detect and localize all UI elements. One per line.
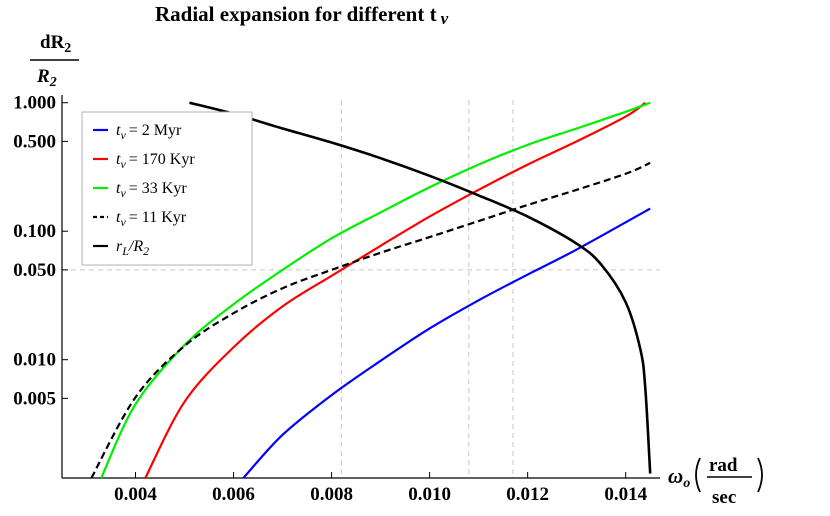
x-axis-label: ωo rad sec xyxy=(668,455,763,508)
y-axis-label: dR2 R2 xyxy=(30,32,79,90)
svg-text:ωo: ωo xyxy=(668,464,690,491)
reference-lines xyxy=(62,100,660,478)
y-tick-label: 1.000 xyxy=(13,93,56,114)
legend: tv = 2 Myr tv = 170 Kyr tv = 33 Kyr tv = 11 Kyr… xyxy=(81,111,253,266)
svg-text:rad: rad xyxy=(709,455,738,476)
series-line-2 xyxy=(100,101,651,479)
svg-text:sec: sec xyxy=(712,487,736,508)
y-tick-label: 0.050 xyxy=(13,260,56,281)
legend-label: tv = 11 Kyr xyxy=(116,209,187,229)
svg-text:R2: R2 xyxy=(36,66,57,90)
x-tick-label: 0.012 xyxy=(506,484,549,505)
x-tick-label: 0.004 xyxy=(114,484,157,505)
chart-title-subscript: v xyxy=(441,9,449,28)
series-line-4 xyxy=(189,101,652,474)
svg-text:dR2: dR2 xyxy=(40,32,71,56)
y-tick-label: 0.100 xyxy=(13,221,56,242)
y-tick-label: 0.005 xyxy=(13,388,56,409)
x-tick-label: 0.014 xyxy=(604,484,647,505)
x-tick-label: 0.006 xyxy=(212,484,255,505)
y-tick-label: 0.010 xyxy=(13,350,56,371)
series-line-3 xyxy=(90,161,651,479)
x-tick-label: 0.010 xyxy=(408,484,451,505)
axes xyxy=(61,95,660,479)
series-line-0 xyxy=(242,207,651,479)
series-line-1 xyxy=(144,101,646,479)
y-tick-label: 0.500 xyxy=(13,131,56,152)
legend-label: tv = 2 Myr xyxy=(116,122,182,142)
legend-label: tv = 33 Kyr xyxy=(116,180,187,200)
legend-label: rL/R2 xyxy=(116,238,149,258)
legend-box xyxy=(81,111,253,266)
series-lines xyxy=(90,101,652,479)
tick-labels: 0.004 0.006 0.008 0.010 0.012 0.014 1.000 0.500… xyxy=(13,93,647,505)
legend-label: tv = 170 Kyr xyxy=(116,151,195,171)
x-tick-label: 0.008 xyxy=(310,484,353,505)
